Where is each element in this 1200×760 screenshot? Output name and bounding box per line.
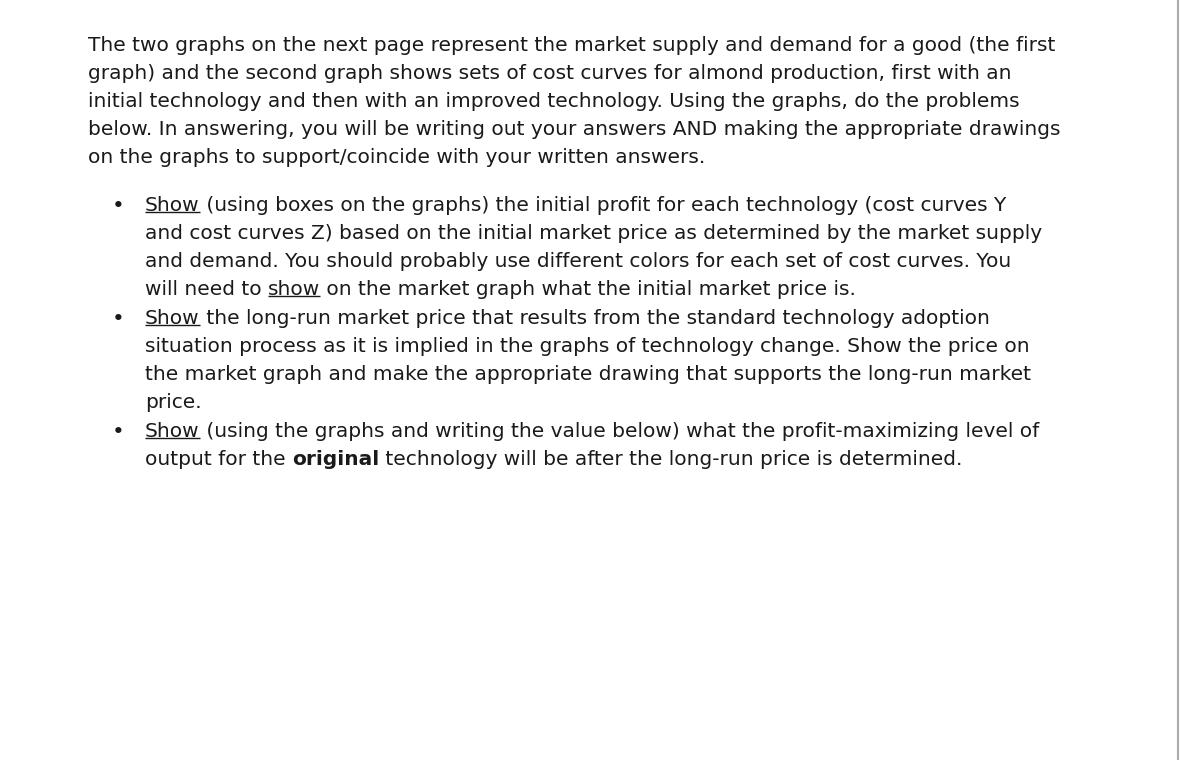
Text: •: •	[112, 195, 125, 216]
Text: price.: price.	[145, 393, 202, 412]
Text: •: •	[112, 423, 125, 442]
Text: technology will be after the long-run price is determined.: technology will be after the long-run pr…	[379, 451, 962, 470]
Text: •: •	[112, 309, 125, 329]
Text: The two graphs on the next page represent the market supply and demand for a goo: The two graphs on the next page represen…	[88, 36, 1055, 55]
Text: and cost curves Z) based on the initial market price as determined by the market: and cost curves Z) based on the initial …	[145, 223, 1042, 242]
Text: original: original	[292, 451, 379, 470]
Text: on the graphs to support/coincide with your written answers.: on the graphs to support/coincide with y…	[88, 148, 706, 167]
Text: Show: Show	[145, 195, 199, 214]
Text: the market graph and make the appropriate drawing that supports the long-run mar: the market graph and make the appropriat…	[145, 365, 1031, 384]
Text: (using boxes on the graphs) the initial profit for each technology (cost curves : (using boxes on the graphs) the initial …	[199, 195, 1006, 214]
Text: (using the graphs and writing the value below) what the profit-maximizing level : (using the graphs and writing the value …	[199, 423, 1039, 442]
Text: output for the: output for the	[145, 451, 292, 470]
Text: below. In answering, you will be writing out your answers AND making the appropr: below. In answering, you will be writing…	[88, 120, 1061, 139]
Text: initial technology and then with an improved technology. Using the graphs, do th: initial technology and then with an impr…	[88, 92, 1020, 111]
Text: the long-run market price that results from the standard technology adoption: the long-run market price that results f…	[199, 309, 990, 328]
Text: Show: Show	[145, 423, 199, 442]
Text: Show: Show	[145, 309, 199, 328]
Text: show: show	[268, 280, 320, 299]
Text: on the market graph what the initial market price is.: on the market graph what the initial mar…	[320, 280, 856, 299]
Text: graph) and the second graph shows sets of cost curves for almond production, fir: graph) and the second graph shows sets o…	[88, 64, 1012, 83]
Text: will need to: will need to	[145, 280, 268, 299]
Text: and demand. You should probably use different colors for each set of cost curves: and demand. You should probably use diff…	[145, 252, 1012, 271]
Text: situation process as it is implied in the graphs of technology change. Show the : situation process as it is implied in th…	[145, 337, 1030, 356]
